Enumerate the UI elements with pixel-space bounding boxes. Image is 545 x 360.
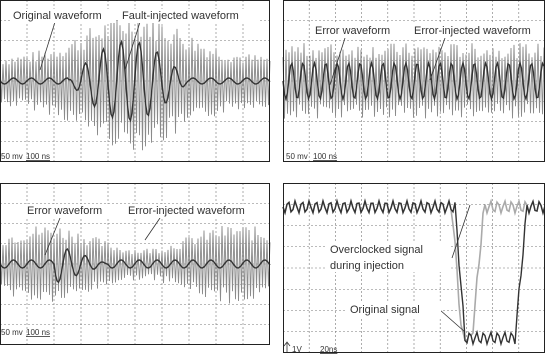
annotation: Error-injected waveform <box>414 25 531 37</box>
annotation: Fault-injected waveform <box>122 10 239 22</box>
time-scale: 20ns <box>320 345 337 354</box>
panel <box>0 0 270 162</box>
leader-line <box>145 218 160 240</box>
volt-scale: 50 mv <box>286 152 308 161</box>
annotation: during injection <box>330 260 404 272</box>
time-scale: 100 ns <box>26 328 50 337</box>
figure: Original waveform Fault-injected wavefor… <box>0 0 545 360</box>
volt-scale: 50 mv <box>1 152 23 161</box>
annotation: Original signal <box>350 304 420 316</box>
volt-scale: 50 mv <box>1 328 23 337</box>
annotation: Error waveform <box>315 25 390 37</box>
time-scale: 100 ns <box>26 152 50 161</box>
annotation: Error-injected waveform <box>128 205 245 217</box>
annotation: Error waveform <box>27 205 102 217</box>
arrow <box>284 342 290 352</box>
time-scale: 100 ns <box>313 152 337 161</box>
volt-scale: 1V <box>292 345 302 354</box>
annotation: Original waveform <box>13 10 102 22</box>
annotation: Overclocked signal <box>330 244 423 256</box>
leader-line <box>452 205 470 258</box>
